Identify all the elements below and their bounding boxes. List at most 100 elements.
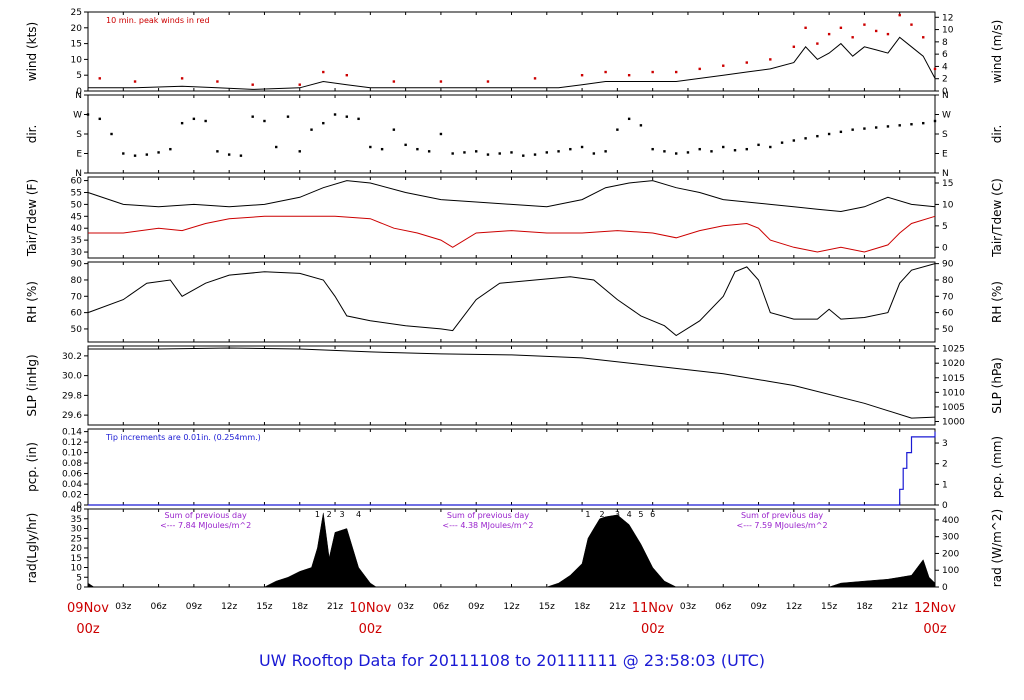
x-tick-label-hour: 21z	[327, 602, 343, 612]
data-point	[816, 42, 819, 45]
data-point	[863, 127, 866, 130]
y-tick-label-right: 10	[942, 200, 954, 210]
data-point	[874, 126, 878, 129]
data-point	[792, 139, 796, 142]
y-tick-label-left: 0	[76, 87, 82, 97]
x-tick-label-day-time: 00z	[923, 622, 947, 637]
data-point	[710, 150, 713, 153]
data-point	[463, 151, 466, 154]
y-tick-label-left: 30	[71, 248, 83, 258]
y-tick-label-left: 0.12	[62, 438, 82, 448]
x-tick-label-hour: 15z	[539, 602, 555, 612]
data-point	[933, 67, 937, 71]
y-tick-label-right: 5	[942, 222, 948, 232]
y-tick-label-left: 30	[71, 525, 83, 535]
data-point	[310, 128, 313, 131]
day-summary-line2: <--- 7.59 MJoules/m^2	[737, 521, 828, 530]
data-point	[275, 145, 278, 149]
x-tick-label-hour: 09z	[186, 602, 202, 612]
data-point	[357, 117, 360, 121]
y-tick-label-right: 50	[942, 325, 954, 335]
data-point	[251, 83, 254, 86]
data-point	[486, 80, 490, 83]
data-point	[216, 80, 219, 83]
data-point	[804, 137, 807, 140]
y-tick-label-left: 25	[71, 8, 82, 18]
y-axis-label-left: RH (%)	[25, 281, 39, 323]
data-point	[439, 132, 443, 136]
data-point	[745, 147, 748, 151]
data-point	[392, 80, 396, 83]
data-point	[98, 117, 101, 121]
rad-marker: 4	[356, 510, 361, 519]
y-tick-label-right: 0	[942, 501, 948, 511]
day-summary-line1: Sum of previous day	[741, 511, 823, 520]
data-point	[698, 67, 701, 71]
data-point	[192, 117, 196, 121]
y-tick-label-left: 40	[71, 224, 83, 234]
y-tick-label-left: 10	[71, 55, 83, 65]
x-tick-label-hour: 15z	[821, 602, 837, 612]
rad-marker: 3	[615, 510, 620, 519]
data-point	[651, 147, 654, 151]
y-tick-label-left: 20	[71, 544, 83, 554]
data-point	[522, 154, 525, 157]
x-tick-label-hour: 12z	[221, 602, 237, 612]
data-point	[475, 150, 478, 153]
panel-rh: 50 60 70 80 90 50 60 70 80 90 RH (%) RH (%)	[25, 260, 1004, 343]
data-point	[580, 145, 584, 149]
y-tick-label-left: 50	[71, 325, 83, 335]
panel-frame	[87, 261, 936, 343]
y-tick-label-right: 100	[942, 566, 959, 576]
data-point	[839, 130, 843, 134]
data-point	[827, 132, 831, 136]
y-tick-label-right: 4	[942, 62, 948, 72]
y-tick-label-right: 2	[942, 460, 948, 470]
data-point	[651, 70, 654, 74]
y-tick-label-left: 0.08	[62, 459, 82, 469]
data-point	[627, 117, 631, 121]
y-axis-label-left: pcp. (in)	[25, 442, 39, 492]
rad-marker: 5	[638, 510, 643, 519]
x-tick-label-day: 09Nov	[67, 601, 109, 616]
chart-title: UW Rooftop Data for 20111108 to 20111111…	[258, 651, 766, 670]
panel-slp: 29.6 29.8 30.0 30.2 1000 1005 1010 1015 1020 1025…	[25, 345, 1004, 428]
y-axis-label-right: rad (W/m^2)	[990, 509, 1004, 587]
y-tick-label-right: 3	[942, 439, 948, 449]
day-summary-line1: Sum of previous day	[165, 511, 247, 520]
x-tick-label-hour: 09z	[750, 602, 766, 612]
data-point	[674, 70, 678, 74]
y-tick-label-left: 60	[71, 177, 83, 187]
y-axis-label-left: Tair/Tdew (F)	[25, 179, 39, 257]
day-summary-line2: <--- 4.38 MJoules/m^2	[442, 521, 533, 530]
x-tick-label-hour: 06z	[715, 602, 731, 612]
panel-frame	[87, 176, 936, 259]
y-tick-label-left: N	[75, 91, 82, 101]
y-tick-label-left: 25	[71, 534, 82, 544]
y-axis-label-right: RH (%)	[990, 281, 1004, 323]
x-tick-label-hour: 06z	[150, 602, 166, 612]
panel-rad: 05101520253035400100200300400rad(Lgly/hr…	[25, 505, 1004, 593]
data-point	[745, 61, 748, 64]
panel-frame	[87, 11, 936, 92]
data-point	[592, 152, 596, 155]
y-axis-label-left: dir.	[25, 125, 39, 144]
panel-frame	[87, 94, 936, 174]
data-line	[88, 36, 936, 90]
data-point	[557, 150, 560, 153]
data-point	[145, 153, 149, 156]
y-tick-label-left: 80	[71, 276, 83, 286]
rad-marker: 3	[340, 510, 345, 519]
y-tick-label-right: W	[942, 111, 951, 121]
y-tick-label-left: 29.8	[62, 391, 82, 401]
data-point	[886, 32, 890, 36]
x-tick-label-hour: 12z	[503, 602, 519, 612]
x-tick-label-hour: 03z	[115, 602, 131, 612]
y-tick-label-left: 70	[71, 292, 83, 302]
data-point	[427, 150, 431, 153]
data-line	[88, 431, 936, 506]
data-line	[88, 347, 936, 419]
data-point	[545, 151, 548, 154]
data-point	[733, 149, 737, 152]
data-point	[345, 74, 349, 77]
